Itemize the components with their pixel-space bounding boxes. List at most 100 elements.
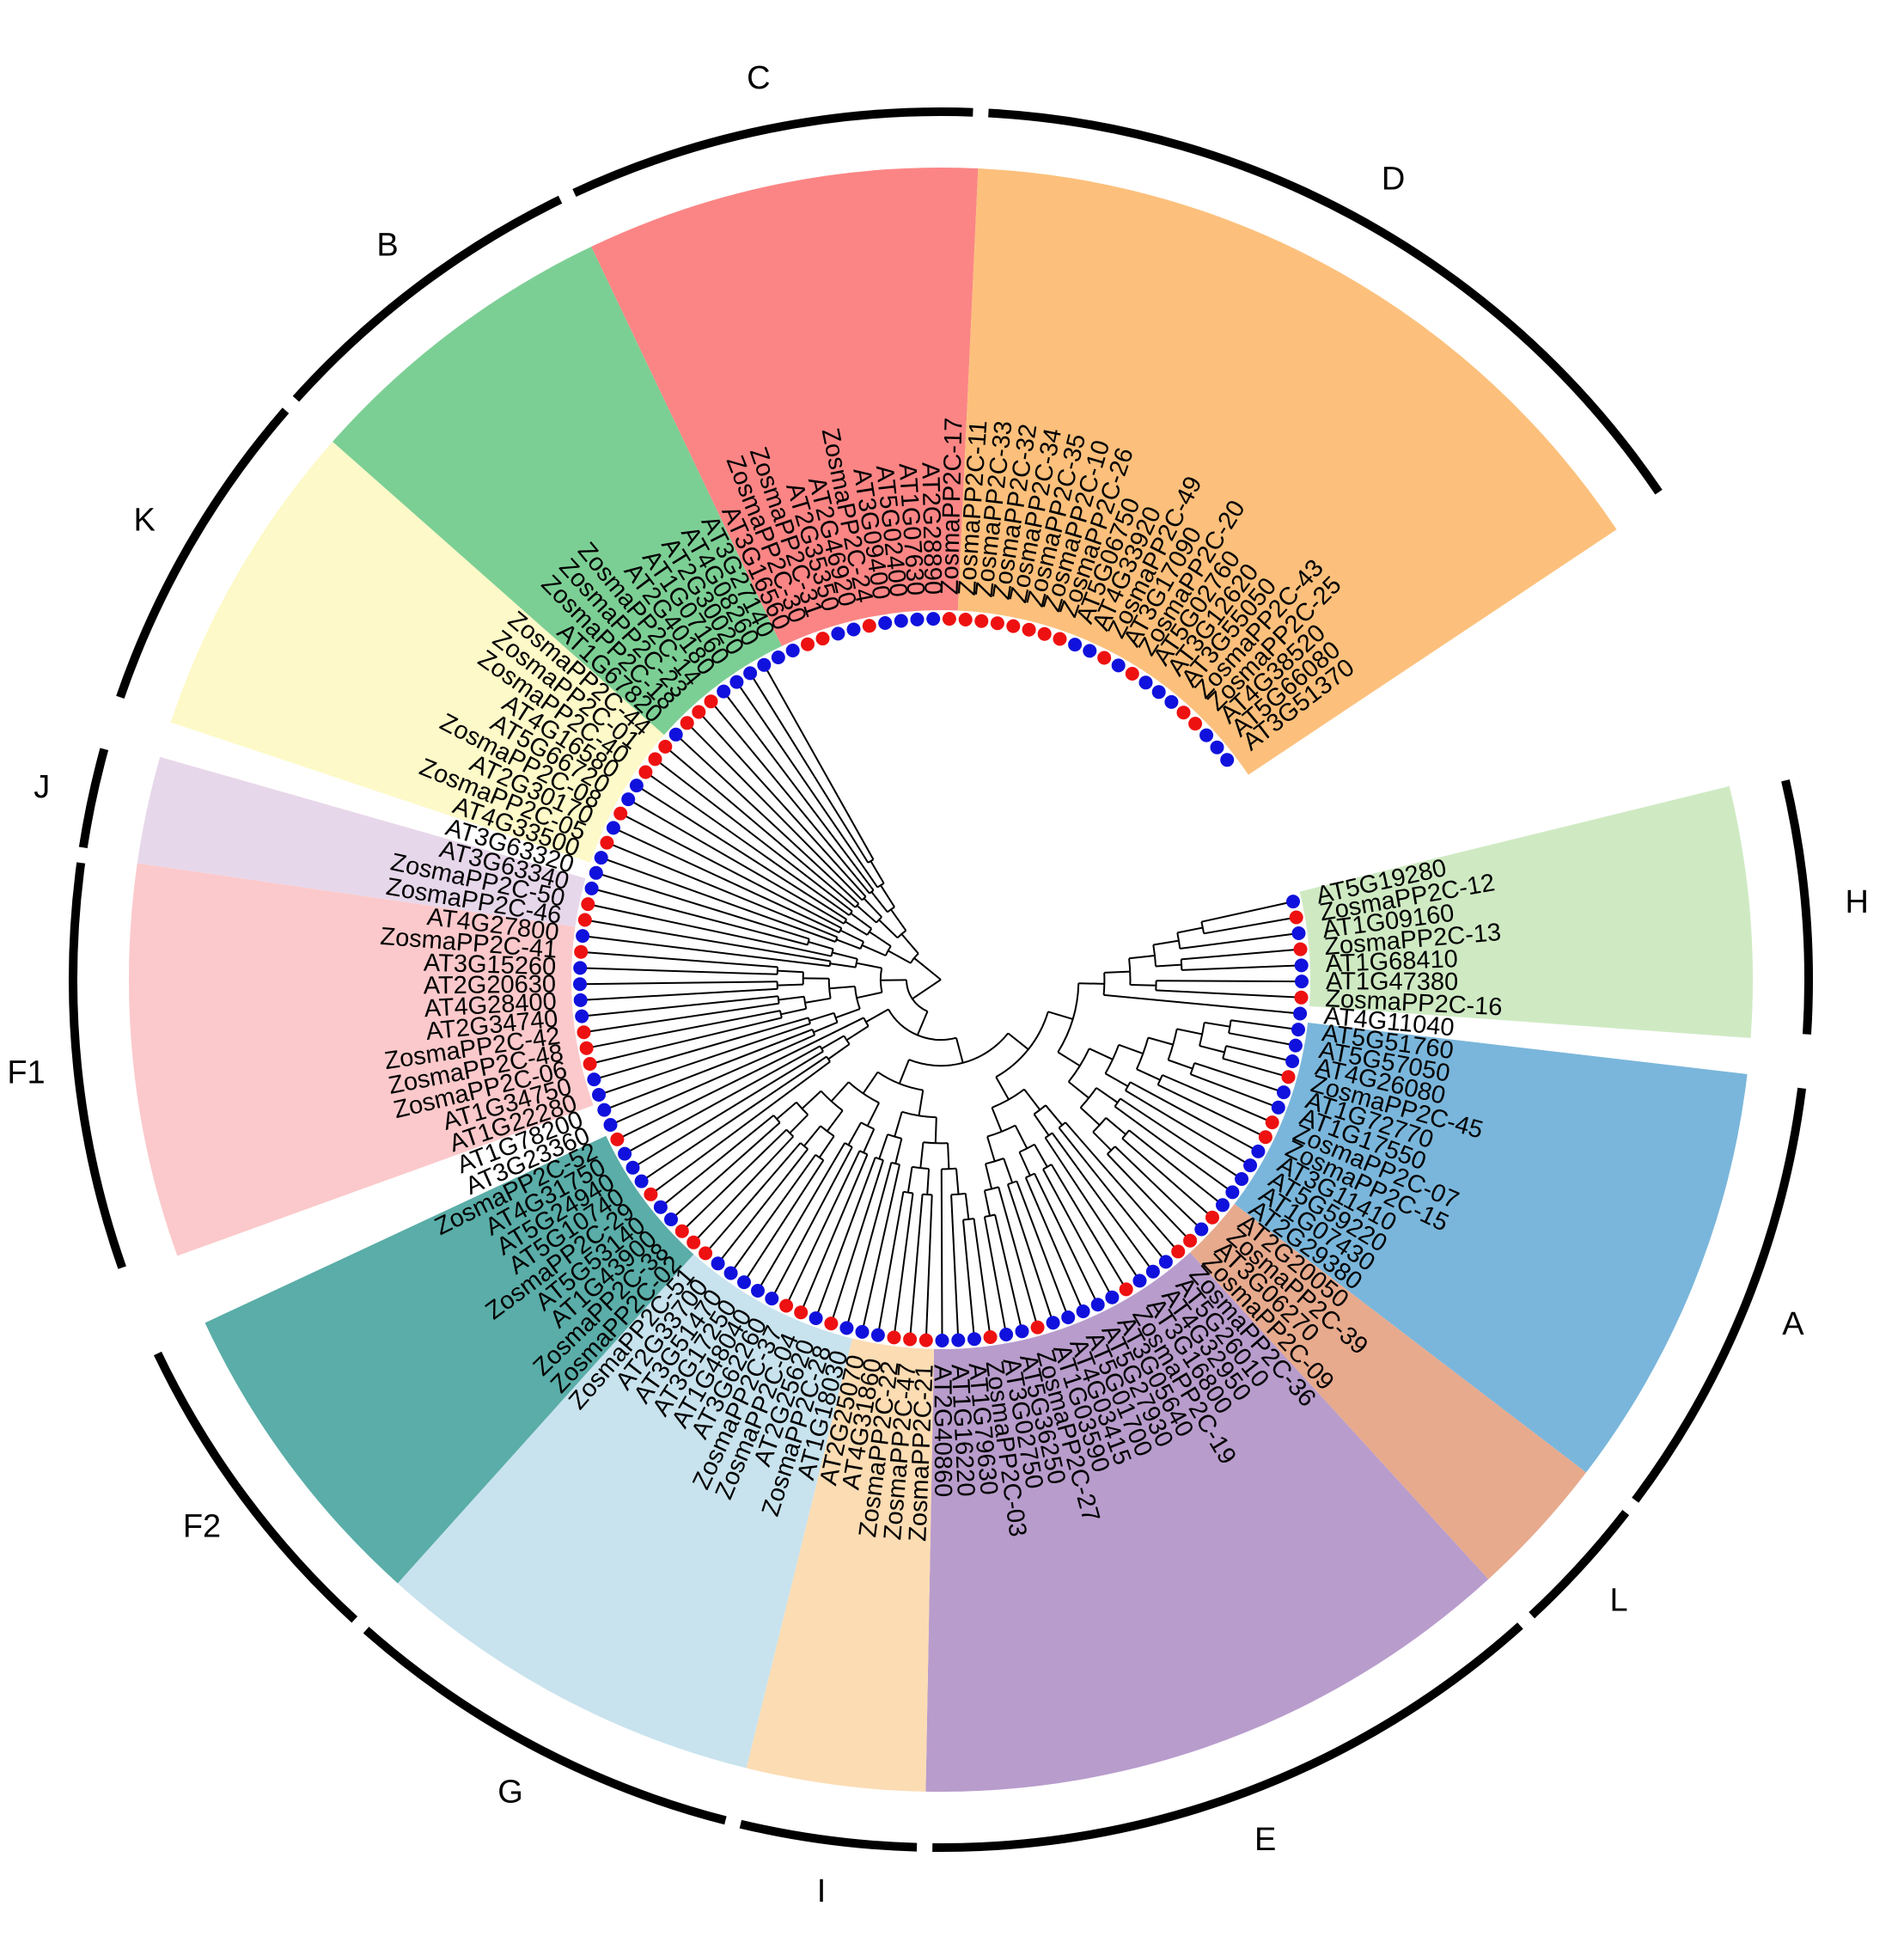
branch-edge bbox=[624, 1045, 821, 1155]
branch-arc bbox=[995, 1011, 1049, 1078]
branch-edge bbox=[785, 1150, 861, 1306]
branch-edge bbox=[827, 1043, 851, 1060]
branch-edge bbox=[861, 1164, 900, 1333]
branch-edge bbox=[757, 1142, 846, 1292]
branch-edge bbox=[1204, 1021, 1230, 1028]
leaf-marker bbox=[824, 1317, 839, 1331]
branch-edge bbox=[580, 967, 778, 975]
branch-edge bbox=[1121, 1138, 1213, 1219]
leaf-marker bbox=[573, 961, 588, 975]
clade-label-j: J bbox=[34, 769, 50, 805]
branch-arc bbox=[834, 937, 839, 943]
clade-label-e: E bbox=[1254, 1822, 1276, 1858]
clade-label-f1: F1 bbox=[7, 1055, 45, 1091]
branch-arc bbox=[906, 980, 928, 1012]
leaf-marker bbox=[577, 913, 592, 927]
branch-edge bbox=[1181, 948, 1301, 961]
leaf-marker bbox=[606, 821, 620, 835]
branch-edge bbox=[839, 929, 864, 943]
leaf-marker bbox=[1277, 1085, 1291, 1100]
clade-shade-f1 bbox=[128, 863, 594, 1256]
leaf-marker bbox=[674, 1224, 689, 1238]
leaf-marker bbox=[771, 651, 785, 664]
branch-edge bbox=[1014, 1125, 1028, 1149]
clade-arc-g bbox=[363, 1627, 727, 1825]
branch-edge bbox=[582, 995, 778, 1017]
branch-edge bbox=[847, 1121, 862, 1146]
leaf-marker bbox=[974, 614, 989, 628]
branch-edge bbox=[729, 1154, 817, 1274]
branch-edge bbox=[998, 1187, 1039, 1328]
leaf-marker bbox=[1037, 626, 1052, 641]
branch-edge bbox=[613, 827, 840, 934]
branch-edge bbox=[829, 962, 857, 968]
branch-arc bbox=[1079, 1087, 1097, 1109]
branch-arc bbox=[1102, 972, 1106, 995]
leaf-marker bbox=[644, 1187, 658, 1201]
leaf-marker bbox=[737, 1275, 751, 1290]
branch-edge bbox=[594, 1017, 809, 1081]
branch-edge bbox=[836, 938, 861, 950]
clade-label-d: D bbox=[1382, 162, 1405, 198]
leaf-label: AT2G20630 bbox=[424, 971, 557, 1000]
branch-edge bbox=[777, 969, 803, 974]
branch-edge bbox=[1230, 1019, 1299, 1031]
leaf-marker bbox=[589, 865, 603, 880]
clade-label-b: B bbox=[376, 228, 398, 264]
branch-edge bbox=[607, 841, 838, 938]
branch-arc bbox=[819, 1045, 824, 1053]
leaf-marker bbox=[1090, 1298, 1105, 1312]
leaf-marker bbox=[1294, 990, 1309, 1005]
branch-arc bbox=[876, 916, 882, 924]
leaf-marker bbox=[1294, 958, 1309, 973]
branch-arc bbox=[962, 1218, 974, 1221]
branch-edge bbox=[580, 987, 778, 1001]
leaf-marker bbox=[1285, 1054, 1300, 1068]
branch-edge bbox=[789, 1114, 809, 1134]
branch-edge bbox=[809, 1011, 834, 1022]
clade-label-a: A bbox=[1782, 1306, 1804, 1342]
branch-edge bbox=[723, 690, 875, 891]
branch-edge bbox=[1176, 1028, 1203, 1036]
branch-arc bbox=[802, 996, 808, 1010]
branch-edge bbox=[919, 1142, 925, 1169]
leaf-marker bbox=[603, 1118, 618, 1132]
leaf-marker bbox=[1286, 895, 1300, 909]
leaf-marker bbox=[583, 1057, 597, 1071]
leaf-marker bbox=[704, 694, 718, 709]
branch-edge bbox=[940, 1169, 943, 1341]
branch-arc bbox=[777, 996, 780, 1004]
branch-edge bbox=[735, 681, 879, 889]
branch-arc bbox=[854, 958, 858, 968]
branch-edge bbox=[1104, 970, 1131, 974]
branch-edge bbox=[1044, 1137, 1141, 1281]
branch-edge bbox=[986, 1136, 996, 1162]
leaf-marker bbox=[958, 613, 973, 626]
branch-edge bbox=[856, 991, 882, 999]
branch-edge bbox=[1125, 1090, 1251, 1166]
branch-edge bbox=[1006, 1183, 1054, 1323]
clade-shade-i bbox=[746, 1338, 934, 1792]
branch-arc bbox=[891, 1161, 900, 1166]
clade-shades bbox=[128, 168, 1754, 1793]
leaf-marker bbox=[839, 1321, 854, 1335]
clade-arc-h bbox=[1781, 779, 1813, 1035]
branch-arc bbox=[887, 906, 895, 913]
leaf-marker bbox=[887, 1330, 901, 1345]
leaf-marker bbox=[1097, 651, 1112, 665]
branch-edge bbox=[1042, 1169, 1114, 1298]
leaf-marker bbox=[1105, 1290, 1120, 1304]
branch-edge bbox=[1128, 1129, 1224, 1207]
branch-arc bbox=[820, 1125, 835, 1137]
branch-edge bbox=[717, 1148, 809, 1264]
branch-edge bbox=[850, 912, 872, 930]
branch-edge bbox=[780, 1007, 807, 1016]
leaf-marker bbox=[1205, 1210, 1219, 1225]
branch-edge bbox=[598, 1023, 811, 1096]
branch-edge bbox=[995, 1076, 1010, 1100]
leaf-marker bbox=[757, 657, 772, 672]
leaf-marker bbox=[831, 626, 845, 641]
branch-edge bbox=[584, 919, 831, 962]
leaf-marker bbox=[743, 666, 758, 681]
leaf-marker bbox=[592, 1088, 606, 1102]
